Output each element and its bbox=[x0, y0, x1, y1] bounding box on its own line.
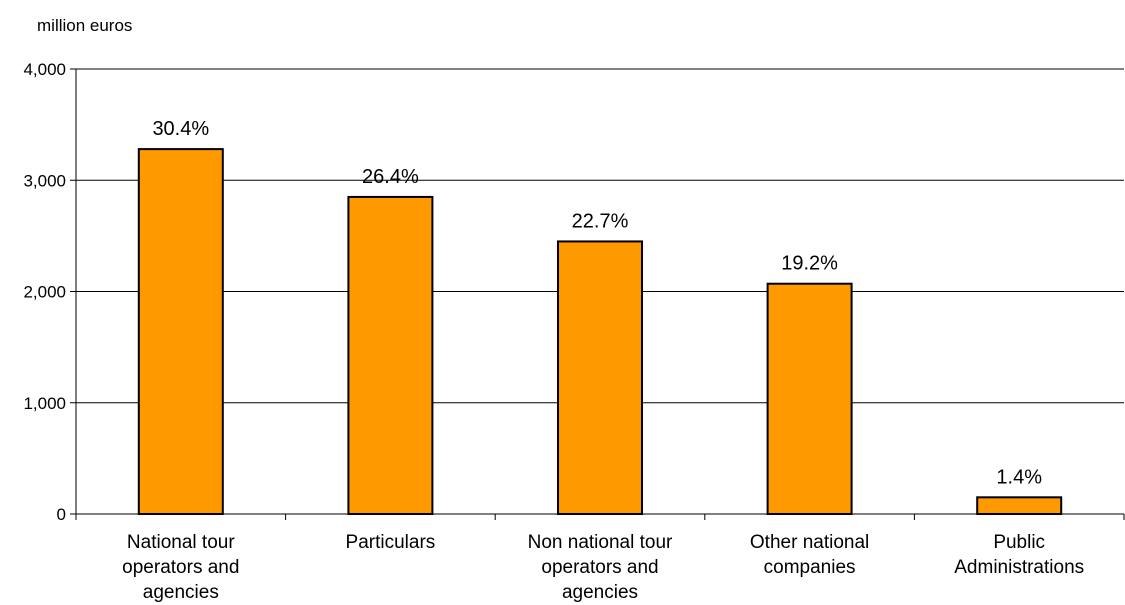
bars bbox=[139, 149, 1061, 514]
data-label: 30.4% bbox=[152, 118, 209, 140]
x-tick-label: Particulars bbox=[346, 532, 436, 553]
data-label: 19.2% bbox=[781, 253, 838, 275]
data-label: 22.7% bbox=[572, 210, 629, 232]
y-tick-label: 4,000 bbox=[23, 60, 66, 79]
data-label: 1.4% bbox=[996, 466, 1042, 488]
y-tick-label: 2,000 bbox=[23, 283, 66, 302]
x-tick-label: Non national tour operators and agencies bbox=[528, 532, 673, 603]
bar bbox=[348, 197, 432, 514]
bar bbox=[768, 284, 852, 514]
bar bbox=[139, 149, 223, 514]
x-tick-label: Public Administrations bbox=[954, 532, 1084, 578]
y-tick-label: 3,000 bbox=[23, 171, 66, 190]
bar bbox=[558, 241, 642, 514]
bar bbox=[977, 497, 1061, 514]
data-label: 26.4% bbox=[362, 166, 419, 188]
y-tick-label: 0 bbox=[57, 505, 66, 524]
x-tick-label: Other national companies bbox=[750, 532, 869, 578]
y-tick-label: 1,000 bbox=[23, 394, 66, 413]
x-tick-label: National tour operators and agencies bbox=[122, 532, 239, 603]
